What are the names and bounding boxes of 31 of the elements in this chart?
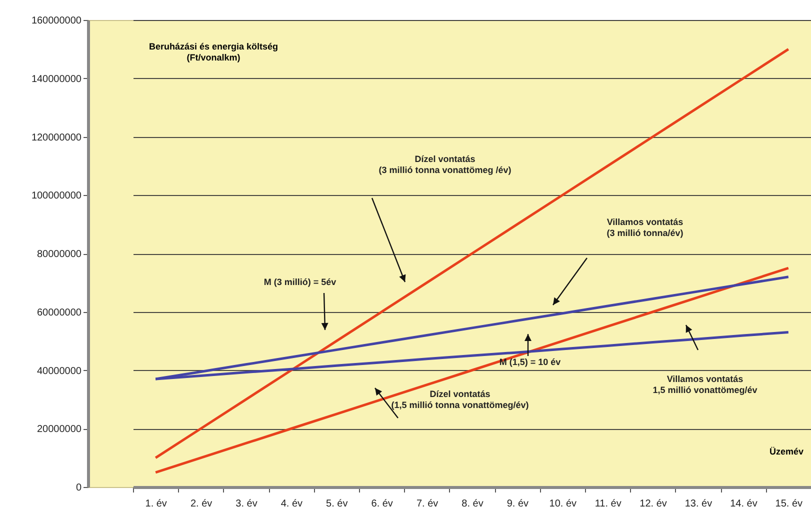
x-tick-label: 10. év	[549, 498, 577, 510]
x-tick-label: 7. év	[416, 498, 438, 510]
x-tick-label: 6. év	[371, 498, 393, 510]
annotation: M (3 millió) = 5év	[264, 277, 336, 287]
y-tick-label: 0	[76, 482, 82, 494]
x-tick-label: 5. év	[326, 498, 348, 510]
x-tick-label: 2. év	[190, 498, 212, 510]
x-tick-label: 11. év	[594, 498, 622, 510]
y-tick-label: 20000000	[37, 424, 82, 436]
x-tick-label: 4. év	[280, 498, 303, 510]
y-tick-label: 40000000	[37, 366, 82, 377]
y-tick-label: 80000000	[37, 249, 82, 260]
x-tick-label: 15. év	[775, 498, 803, 510]
x-tick-label: 12. év	[640, 498, 667, 510]
annotation: Villamos vontatás 1,5 millió vonattömeg/év	[652, 374, 758, 395]
x-tick-label: 1. év	[145, 498, 167, 510]
x-tick-label: 8. év	[462, 498, 484, 510]
x-tick-label: 13. év	[684, 498, 712, 510]
annotation: Dízel vontatás (3 millió tonna vonattömeg /év)	[378, 154, 512, 175]
y-axis-title: Beruházási és energia költség (Ft/vonalkm)	[148, 42, 278, 62]
y-tick-label: 100000000	[31, 190, 82, 202]
x-axis-title: Üzemév	[769, 446, 804, 456]
y-tick-label: 140000000	[31, 74, 82, 85]
x-tick-label: 3. év	[236, 498, 258, 510]
y-tick-label: 160000000	[31, 16, 82, 26]
y-tick-label: 120000000	[31, 132, 82, 144]
annotation: Villamos vontatás (3 millió tonna/év)	[606, 217, 684, 238]
x-tick-label: 14. év	[730, 498, 758, 510]
x-tick-label: 9. év	[506, 498, 529, 510]
annotation: Dízel vontatás (1,5 millió tonna vonattömeg/év)	[391, 389, 529, 410]
y-tick-label: 60000000	[37, 307, 82, 318]
